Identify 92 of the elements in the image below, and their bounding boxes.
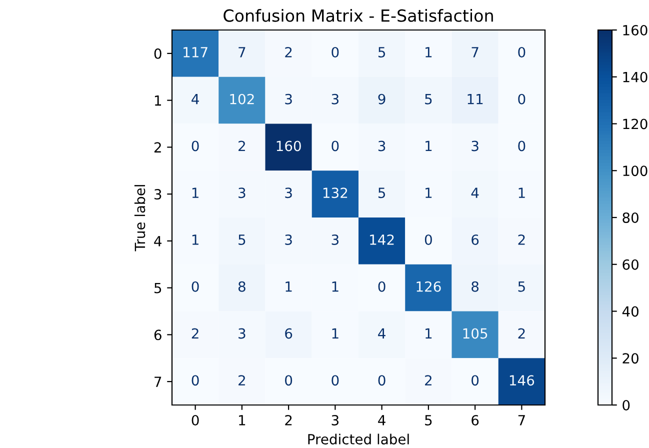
- data-label: 2: [238, 140, 245, 152]
- data-label: 142: [370, 234, 394, 245]
- y-tick-label: 6: [154, 330, 162, 340]
- data-label: 11: [468, 94, 483, 104]
- x-tick-label: 3: [332, 414, 338, 426]
- x-tick-label: 5: [425, 415, 432, 426]
- y-tick-label: 4: [154, 236, 162, 246]
- data-label: 1: [518, 188, 525, 198]
- data-label: 1: [286, 282, 292, 292]
- data-label: 0: [378, 375, 386, 386]
- data-label: 3: [238, 188, 246, 198]
- data-label: 0: [518, 94, 526, 104]
- data-label: 117: [184, 47, 208, 58]
- data-label: 132: [323, 188, 348, 198]
- chart-title: Confusion Matrix - E-Satisfaction: [224, 9, 493, 22]
- data-label: 7: [472, 47, 478, 58]
- data-label: 0: [285, 375, 292, 386]
- data-label: 126: [416, 281, 441, 292]
- data-label: 8: [472, 281, 479, 292]
- data-label: 9: [378, 94, 386, 104]
- data-label: 1: [426, 140, 432, 152]
- data-label: 3: [238, 328, 246, 339]
- color-bar-label: 100: [623, 166, 648, 176]
- data-label: 6: [285, 328, 292, 339]
- data-label: 2: [285, 46, 292, 58]
- y-axis-title: True label: [134, 185, 146, 252]
- data-label: 0: [192, 140, 199, 152]
- data-label: 160: [276, 140, 301, 152]
- y-tick-label: 2: [154, 142, 161, 152]
- data-label: 0: [424, 234, 432, 245]
- data-label: 0: [518, 140, 526, 152]
- data-label: 5: [378, 47, 386, 58]
- data-label: 1: [332, 328, 338, 339]
- y-tick-label: 0: [154, 48, 162, 59]
- data-label: 1: [332, 282, 338, 292]
- data-label: 8: [238, 281, 246, 292]
- data-label: 7: [238, 47, 246, 58]
- data-label: 0: [332, 375, 339, 386]
- data-label: 1: [426, 328, 432, 339]
- data-label: 5: [518, 282, 525, 292]
- y-tick-label: 1: [154, 95, 161, 106]
- x-tick-label: 0: [192, 414, 199, 426]
- x-tick-label: 7: [518, 415, 525, 426]
- color-bar-label: 140: [623, 72, 648, 82]
- x-tick-label: 1: [239, 415, 246, 426]
- data-label: 2: [425, 375, 432, 386]
- data-label: 0: [472, 375, 479, 386]
- x-axis-title: Predicted label: [308, 434, 409, 444]
- data-label: 2: [238, 375, 245, 386]
- data-label: 1: [192, 234, 198, 245]
- color-bar-label: 160: [623, 24, 648, 36]
- data-label: 5: [425, 94, 432, 104]
- y-tick-label: 7: [154, 376, 162, 387]
- data-label: 1: [192, 188, 198, 198]
- x-tick-label: 4: [378, 415, 386, 426]
- data-label: 0: [192, 375, 199, 386]
- data-label: 2: [518, 234, 525, 245]
- data-label: 3: [378, 140, 386, 152]
- data-label: 105: [463, 328, 488, 339]
- data-label: 2: [192, 328, 198, 339]
- color-bar-label: 80: [622, 212, 638, 223]
- data-label: 4: [471, 188, 479, 198]
- data-label: 3: [332, 234, 338, 245]
- x-tick-label: 2: [285, 414, 292, 426]
- x-tick-label: 6: [472, 414, 479, 426]
- data-label: 1: [426, 188, 432, 198]
- data-label: 3: [285, 188, 292, 198]
- data-label: 2: [518, 328, 525, 339]
- color-bar-label: 0: [622, 400, 630, 410]
- y-tick-label: 3: [154, 189, 162, 200]
- color-bar-label: 40: [622, 306, 638, 317]
- data-label: 102: [230, 94, 254, 104]
- data-label: 0: [518, 46, 526, 58]
- color-bar-label: 60: [622, 259, 638, 270]
- data-label: 3: [285, 94, 292, 104]
- color-bar-label: 120: [623, 118, 648, 130]
- data-label: 0: [332, 46, 339, 58]
- y-tick-label: 5: [154, 282, 162, 294]
- data-label: 1: [426, 47, 432, 58]
- data-label: 5: [378, 188, 386, 198]
- data-label: 3: [332, 94, 338, 104]
- data-label: 4: [192, 94, 199, 104]
- data-label: 0: [192, 281, 199, 292]
- data-label: 0: [378, 281, 386, 292]
- data-label: 3: [472, 140, 478, 152]
- data-label: 0: [332, 140, 339, 152]
- data-label: 146: [510, 375, 534, 386]
- data-label: 5: [238, 234, 246, 245]
- data-label: 6: [472, 234, 479, 245]
- data-label: 3: [285, 234, 292, 245]
- data-label: 4: [378, 328, 386, 339]
- color-bar-label: 20: [622, 353, 638, 364]
